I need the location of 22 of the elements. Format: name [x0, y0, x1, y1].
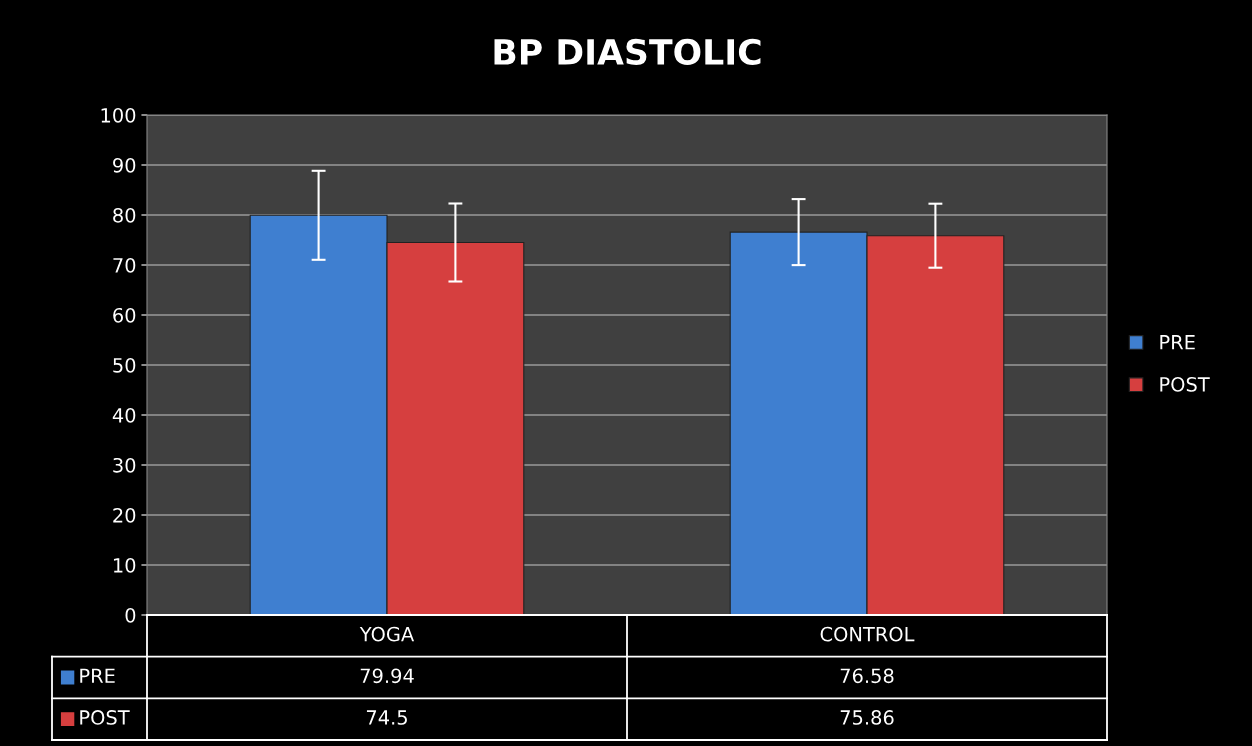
- y-tick-label: 100: [101, 107, 136, 123]
- y-tick-label: 80: [113, 207, 136, 223]
- y-tick-label: 70: [113, 257, 136, 273]
- y-tick-label: 40: [112, 407, 136, 423]
- data-label: 75.86: [840, 710, 894, 725]
- text: PRE: [1160, 335, 1195, 350]
- y-tick-label: 60: [113, 307, 136, 323]
- y-tick-label: 90: [113, 157, 136, 173]
- data-label: 76.58: [840, 668, 894, 684]
- text: POST: [80, 710, 130, 725]
- legend-label: POST: [1160, 377, 1210, 392]
- chart-title: BP DIASTOLIC: [494, 38, 761, 66]
- data-label: 74.5: [366, 710, 407, 725]
- y-tick-label: 30: [113, 457, 136, 473]
- y-tick-label: 0: [125, 607, 136, 623]
- y-tick-label: 20: [113, 507, 136, 523]
- x-tick-label: YOGA: [359, 626, 415, 642]
- legend-label: PRE: [80, 668, 115, 683]
- y-tick-label: 50: [113, 357, 136, 373]
- x-tick-label: CONTROL: [820, 626, 915, 642]
- y-tick-label: 10: [113, 557, 136, 573]
- data-label: 79.94: [360, 668, 414, 684]
